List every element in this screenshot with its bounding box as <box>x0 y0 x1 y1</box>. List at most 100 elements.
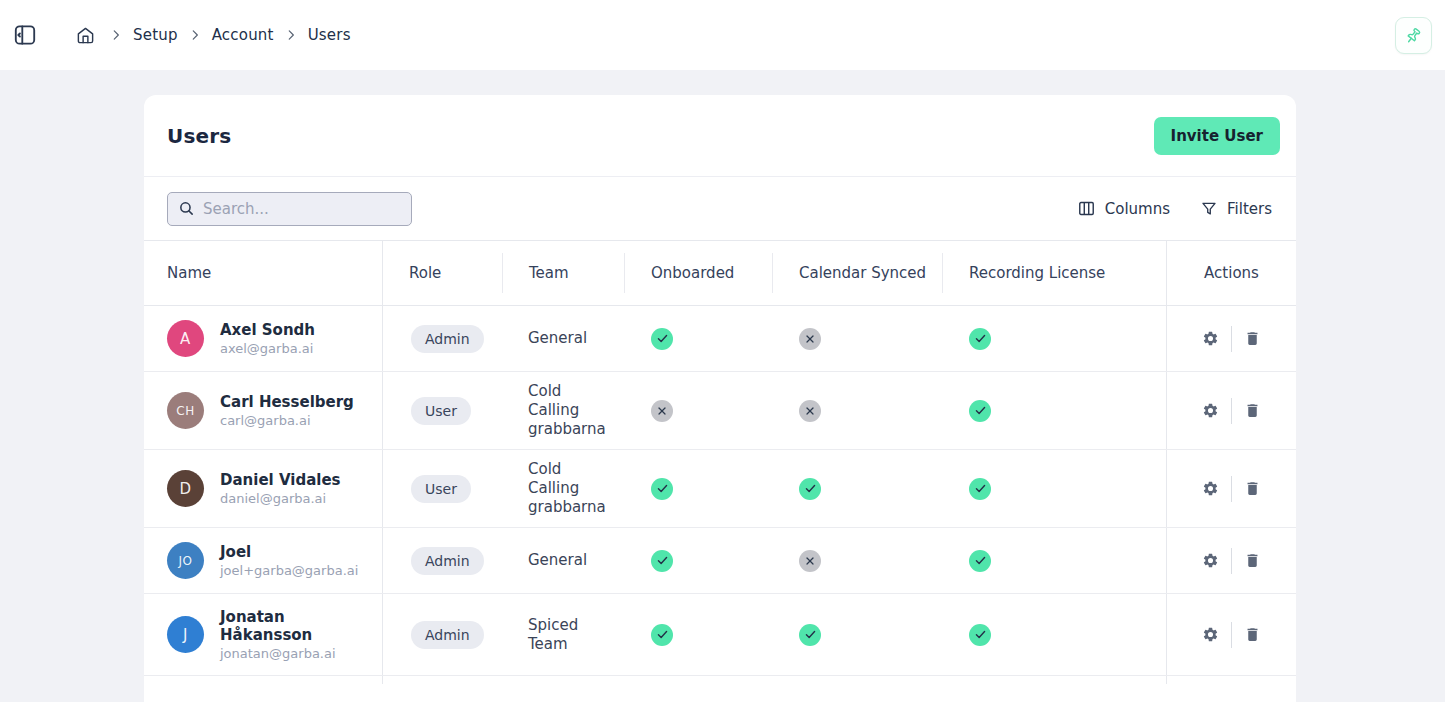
funnel-icon <box>1200 200 1218 218</box>
trash-icon <box>1244 330 1261 347</box>
settings-button[interactable] <box>1199 623 1222 646</box>
breadcrumb-setup[interactable]: Setup <box>133 26 178 44</box>
trash-icon <box>1244 552 1261 569</box>
calendar-synced-cell <box>773 306 943 371</box>
breadcrumb-account[interactable]: Account <box>212 26 274 44</box>
home-button[interactable] <box>72 22 99 49</box>
gear-icon <box>1202 480 1219 497</box>
team-cell: Cold Calling grabbarna <box>503 372 625 449</box>
actions-cell <box>1166 372 1296 449</box>
table-columns-icon <box>1077 199 1096 218</box>
delete-button[interactable] <box>1241 399 1264 422</box>
toolbar-right: Columns Filters <box>1077 199 1272 218</box>
team-name: Cold Calling grabbarna <box>528 460 610 517</box>
chevron-right-icon <box>109 28 123 42</box>
settings-button[interactable] <box>1199 399 1222 422</box>
user-email: joel+garba@garba.ai <box>220 563 358 578</box>
avatar: J <box>167 616 204 653</box>
avatar: D <box>167 470 204 507</box>
page-title: Users <box>167 124 231 148</box>
name-block: Joel joel+garba@garba.ai <box>220 543 358 578</box>
user-name: Joel <box>220 543 358 561</box>
gear-icon <box>1202 552 1219 569</box>
name-cell: JO Joel joel+garba@garba.ai <box>144 528 383 593</box>
calendar-synced-status-icon <box>799 550 821 572</box>
user-email: jonatan@garba.ai <box>220 646 372 661</box>
table-row: CH Carl Hesselberg carl@garba.ai User Co… <box>144 372 1296 450</box>
header-role: Role <box>383 241 503 305</box>
chevron-right-icon <box>284 28 298 42</box>
settings-button[interactable] <box>1199 477 1222 500</box>
calendar-synced-status-icon <box>799 400 821 422</box>
user-email: daniel@garba.ai <box>220 491 341 506</box>
name-cell: J Jonatan Håkansson jonatan@garba.ai <box>144 594 383 675</box>
user-email: axel@garba.ai <box>220 341 315 356</box>
delete-button[interactable] <box>1241 549 1264 572</box>
user-name: Daniel Vidales <box>220 471 341 489</box>
filters-label: Filters <box>1227 200 1272 218</box>
table-body: A Axel Sondh axel@garba.ai Admin General <box>144 306 1296 676</box>
settings-button[interactable] <box>1199 327 1222 350</box>
search-input[interactable] <box>203 200 401 218</box>
recording-license-status-icon <box>969 624 991 646</box>
card-header: Users Invite User <box>144 95 1296 177</box>
header-onboarded: Onboarded <box>625 241 773 305</box>
role-badge: Admin <box>411 547 484 575</box>
recording-license-cell <box>943 306 1166 371</box>
recording-license-status-icon <box>969 550 991 572</box>
role-cell: Admin <box>383 528 503 593</box>
actions-divider <box>1231 548 1232 574</box>
team-cell: General <box>503 306 625 371</box>
onboarded-status-icon <box>651 400 673 422</box>
table-row: A Axel Sondh axel@garba.ai Admin General <box>144 306 1296 372</box>
actions-cell <box>1166 306 1296 371</box>
sidebar-toggle-button[interactable] <box>8 18 42 52</box>
team-cell: Cold Calling grabbarna <box>503 450 625 527</box>
team-cell: Spiced Team <box>503 594 625 675</box>
columns-label: Columns <box>1105 200 1170 218</box>
onboarded-status-icon <box>651 478 673 500</box>
actions-divider <box>1231 622 1232 648</box>
invite-user-button[interactable]: Invite User <box>1154 117 1280 155</box>
role-badge: Admin <box>411 621 484 649</box>
settings-button[interactable] <box>1199 549 1222 572</box>
name-cell: A Axel Sondh axel@garba.ai <box>144 306 383 371</box>
pushpin-icon <box>1400 22 1427 49</box>
breadcrumb: Setup Account Users <box>72 22 351 49</box>
gear-icon <box>1202 626 1219 643</box>
delete-button[interactable] <box>1241 477 1264 500</box>
header-name: Name <box>144 241 383 305</box>
actions-divider <box>1231 398 1232 424</box>
name-cell: CH Carl Hesselberg carl@garba.ai <box>144 372 383 449</box>
onboarded-cell <box>625 372 773 449</box>
name-block: Jonatan Håkansson jonatan@garba.ai <box>220 608 372 661</box>
delete-button[interactable] <box>1241 623 1264 646</box>
calendar-synced-cell <box>773 594 943 675</box>
recording-license-status-icon <box>969 400 991 422</box>
search-box <box>167 192 412 226</box>
onboarded-status-icon <box>651 550 673 572</box>
filters-button[interactable]: Filters <box>1200 200 1272 218</box>
team-cell: General <box>503 528 625 593</box>
columns-button[interactable]: Columns <box>1077 199 1170 218</box>
partial-table-row <box>144 676 1296 684</box>
chevron-right-icon <box>188 28 202 42</box>
calendar-synced-cell <box>773 372 943 449</box>
trash-icon <box>1244 626 1261 643</box>
role-cell: Admin <box>383 306 503 371</box>
breadcrumb-users-current: Users <box>308 26 351 44</box>
role-cell: Admin <box>383 594 503 675</box>
delete-button[interactable] <box>1241 327 1264 350</box>
table-row: J Jonatan Håkansson jonatan@garba.ai Adm… <box>144 594 1296 676</box>
recording-license-status-icon <box>969 478 991 500</box>
header-team: Team <box>503 241 625 305</box>
calendar-synced-status-icon <box>799 478 821 500</box>
actions-cell <box>1166 528 1296 593</box>
recording-license-cell <box>943 372 1166 449</box>
calendar-synced-cell <box>773 450 943 527</box>
pin-button[interactable] <box>1395 17 1432 54</box>
table-row: D Daniel Vidales daniel@garba.ai User Co… <box>144 450 1296 528</box>
avatar: CH <box>167 392 204 429</box>
recording-license-cell <box>943 528 1166 593</box>
trash-icon <box>1244 402 1261 419</box>
